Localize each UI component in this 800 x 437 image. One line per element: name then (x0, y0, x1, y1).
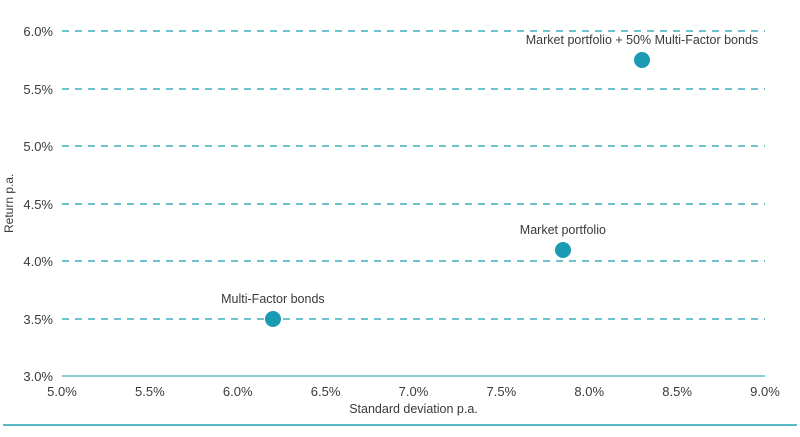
x-axis-title: Standard deviation p.a. (349, 402, 478, 416)
horizontal-gridline (62, 30, 765, 32)
x-tick-label: 6.5% (310, 384, 341, 399)
x-tick-label: 5.5% (135, 384, 165, 399)
x-tick-label: 5.0% (47, 384, 77, 399)
y-tick-label: 4.5% (23, 196, 53, 212)
y-tick-label: 5.0% (23, 139, 53, 154)
horizontal-gridline (62, 87, 765, 90)
horizontal-gridline (62, 260, 765, 262)
y-tick-label: 6.0% (23, 24, 53, 39)
y-tick-label: 3.5% (23, 311, 53, 327)
horizontal-gridline (62, 145, 765, 147)
horizontal-gridline (62, 202, 765, 205)
x-tick-label: 8.0% (574, 384, 605, 399)
data-point-label: Market portfolio + 50% Multi-Factor bond… (525, 32, 759, 47)
data-point-label: Market portfolio (519, 222, 606, 237)
data-point-label: Multi-Factor bonds (221, 291, 325, 306)
x-tick-label: 9.0% (750, 384, 780, 399)
plot-area: Multi-Factor bonds Market portfolio Market… (62, 30, 765, 377)
y-tick-label: 3.0% (23, 369, 53, 384)
x-tick-label: 8.5% (662, 384, 692, 399)
x-tick-label: 7.5% (486, 384, 517, 399)
y-tick-label: 5.5% (23, 81, 53, 97)
x-tick-label: 6.0% (222, 384, 253, 399)
x-axis-baseline (62, 375, 765, 377)
y-tick-label: 4.0% (23, 254, 53, 269)
data-point (554, 241, 571, 258)
bottom-separator-line (3, 424, 797, 426)
data-point (264, 310, 281, 327)
horizontal-gridline (62, 317, 765, 320)
x-tick-label: 7.0% (398, 384, 429, 399)
data-point (633, 51, 650, 68)
